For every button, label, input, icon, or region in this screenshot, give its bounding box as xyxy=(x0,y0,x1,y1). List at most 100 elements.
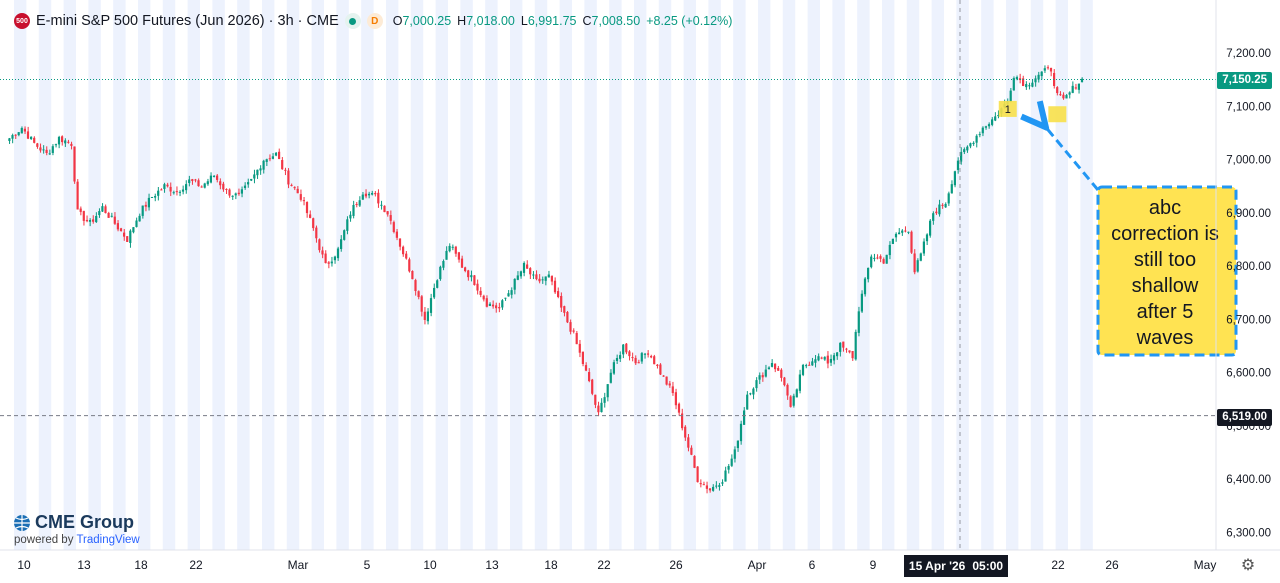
candle-body xyxy=(836,352,839,357)
candle-body xyxy=(240,189,243,194)
candle-body xyxy=(299,194,302,200)
candle-body xyxy=(560,295,563,308)
candle-body xyxy=(603,397,606,403)
candle-body xyxy=(832,355,836,361)
session-stripe xyxy=(113,0,126,550)
candle-body xyxy=(634,357,637,364)
cme-logo-text: CME Group xyxy=(35,512,134,532)
candle-body xyxy=(1056,87,1059,94)
candle-body xyxy=(349,214,352,219)
candle-body xyxy=(343,230,346,240)
close-key: C xyxy=(582,14,592,28)
candle-body xyxy=(519,271,522,277)
candle-body xyxy=(1012,78,1015,91)
session-stripe xyxy=(956,0,969,550)
candle-body xyxy=(984,126,987,128)
market-status-icon[interactable] xyxy=(344,13,361,29)
settings-icon[interactable]: ⚙ xyxy=(1240,557,1256,574)
x-tick-label: 26 xyxy=(1105,558,1119,572)
candle-body xyxy=(966,146,969,151)
candle-body xyxy=(650,356,653,358)
candle-body xyxy=(752,388,755,395)
session-stripe xyxy=(162,0,176,550)
candle-body xyxy=(476,283,479,291)
session-stripe xyxy=(584,0,597,550)
candle-body xyxy=(54,144,57,146)
candle-body xyxy=(1025,84,1028,88)
candle-body xyxy=(39,147,42,151)
annotation-text-line: abc xyxy=(1149,197,1181,219)
candle-body xyxy=(829,358,832,363)
candle-body xyxy=(386,211,389,215)
candle-body xyxy=(619,355,622,359)
cme-logo[interactable]: CME Group xyxy=(13,512,134,533)
y-tick-label: 7,000.00 xyxy=(1226,155,1271,167)
x-tick-label: 18 xyxy=(544,558,558,572)
candle-body xyxy=(402,246,405,255)
candle-body xyxy=(1043,68,1046,71)
candle-body xyxy=(482,295,485,300)
candle-body xyxy=(138,215,141,222)
candle-body xyxy=(1015,77,1018,80)
candle-body xyxy=(14,134,17,136)
candle-body xyxy=(894,233,898,238)
candle-body xyxy=(907,231,910,233)
candle-body xyxy=(826,355,829,364)
candle-body xyxy=(572,330,575,332)
session-stripe xyxy=(981,0,994,550)
candle-body xyxy=(891,238,894,244)
candle-body xyxy=(429,298,433,313)
candle-body xyxy=(953,171,956,186)
current-price-label: 7,150.25 xyxy=(1217,72,1272,89)
candle-body xyxy=(733,449,736,459)
candle-body xyxy=(786,384,789,396)
symbol-badge[interactable]: 500 xyxy=(14,13,30,29)
candle-body xyxy=(132,227,135,233)
chart-header: 500 E-mini S&P 500 Futures (Jun 2026) · … xyxy=(14,10,732,32)
candle-body xyxy=(916,260,919,272)
candle-body xyxy=(888,244,891,256)
session-stripe xyxy=(460,0,473,550)
x-tick-label: 10 xyxy=(17,558,31,572)
candle-body xyxy=(538,278,541,282)
candle-body xyxy=(305,202,309,214)
candle-body xyxy=(656,364,659,367)
session-stripe xyxy=(931,0,944,550)
candle-body xyxy=(274,152,278,156)
candle-body xyxy=(1046,67,1049,69)
candle-body xyxy=(200,186,203,188)
high-value: 7,018.00 xyxy=(466,14,515,28)
powered-by[interactable]: powered by TradingView xyxy=(14,534,140,546)
candle-body xyxy=(510,290,513,295)
candle-body xyxy=(95,216,98,223)
session-stripe xyxy=(38,0,52,550)
candle-body xyxy=(498,307,501,309)
candle-body xyxy=(377,192,380,204)
session-stripe xyxy=(410,0,424,550)
tradingview-link[interactable]: TradingView xyxy=(76,534,140,546)
candle-body xyxy=(23,128,26,132)
candle-body xyxy=(243,185,247,188)
candle-body xyxy=(885,254,888,264)
candle-body xyxy=(901,230,904,233)
symbol-title[interactable]: E-mini S&P 500 Futures (Jun 2026) · 3h ·… xyxy=(36,13,339,29)
candle-body xyxy=(522,262,526,273)
candle-body xyxy=(1053,72,1056,86)
candle-body xyxy=(845,348,848,350)
candle-body xyxy=(925,234,929,242)
candle-body xyxy=(411,270,414,280)
candle-body xyxy=(219,181,222,186)
candle-body xyxy=(336,248,340,259)
session-stripe xyxy=(1030,0,1044,550)
candle-body xyxy=(975,135,978,143)
candle-body xyxy=(631,357,634,359)
candle-body xyxy=(960,151,963,162)
session-shading xyxy=(14,0,1093,550)
candle-body xyxy=(268,158,271,160)
candle-body xyxy=(178,191,181,193)
candle-body xyxy=(1022,78,1025,86)
candle-body xyxy=(340,239,343,249)
candle-body xyxy=(442,261,445,268)
delayed-data-badge[interactable]: D xyxy=(366,13,383,29)
